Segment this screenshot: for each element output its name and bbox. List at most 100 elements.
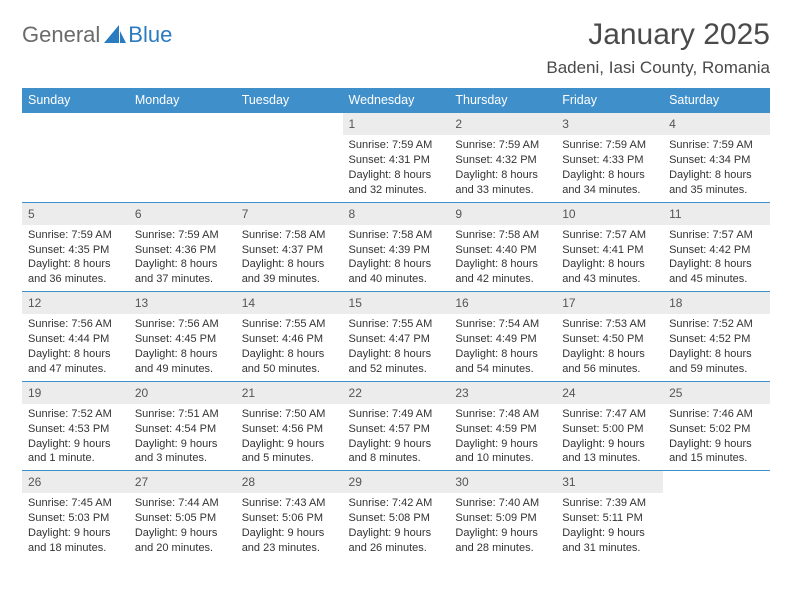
- sunset: Sunset: 5:06 PM: [242, 511, 337, 526]
- day-cell: 3Sunrise: 7:59 AMSunset: 4:33 PMDaylight…: [556, 113, 663, 203]
- sunset: Sunset: 4:59 PM: [455, 422, 550, 437]
- day-body: Sunrise: 7:58 AMSunset: 4:39 PMDaylight:…: [343, 225, 450, 291]
- sunset: Sunset: 4:40 PM: [455, 243, 550, 258]
- day-number: 1: [343, 113, 450, 135]
- sunrise: Sunrise: 7:42 AM: [349, 496, 444, 511]
- sunset: Sunset: 4:49 PM: [455, 332, 550, 347]
- day-cell: 5Sunrise: 7:59 AMSunset: 4:35 PMDaylight…: [22, 202, 129, 292]
- sunrise: Sunrise: 7:49 AM: [349, 407, 444, 422]
- sunset: Sunset: 4:41 PM: [562, 243, 657, 258]
- day-number: 16: [449, 292, 556, 314]
- sunrise: Sunrise: 7:58 AM: [242, 228, 337, 243]
- sunrise: Sunrise: 7:56 AM: [135, 317, 230, 332]
- sunrise: Sunrise: 7:57 AM: [562, 228, 657, 243]
- daylight: Daylight: 8 hours and 56 minutes.: [562, 347, 657, 377]
- day-cell: [129, 113, 236, 203]
- day-header: Monday: [129, 88, 236, 113]
- day-cell: 8Sunrise: 7:58 AMSunset: 4:39 PMDaylight…: [343, 202, 450, 292]
- daylight: Daylight: 8 hours and 36 minutes.: [28, 257, 123, 287]
- week-row: 19Sunrise: 7:52 AMSunset: 4:53 PMDayligh…: [22, 381, 770, 471]
- day-body: Sunrise: 7:57 AMSunset: 4:42 PMDaylight:…: [663, 225, 770, 291]
- day-cell: 24Sunrise: 7:47 AMSunset: 5:00 PMDayligh…: [556, 381, 663, 471]
- sunrise: Sunrise: 7:56 AM: [28, 317, 123, 332]
- day-cell: 12Sunrise: 7:56 AMSunset: 4:44 PMDayligh…: [22, 292, 129, 382]
- day-cell: 22Sunrise: 7:49 AMSunset: 4:57 PMDayligh…: [343, 381, 450, 471]
- title-block: January 2025 Badeni, Iasi County, Romani…: [546, 18, 770, 78]
- day-cell: 1Sunrise: 7:59 AMSunset: 4:31 PMDaylight…: [343, 113, 450, 203]
- day-number: 5: [22, 203, 129, 225]
- day-number: 8: [343, 203, 450, 225]
- sunset: Sunset: 5:03 PM: [28, 511, 123, 526]
- day-cell: 10Sunrise: 7:57 AMSunset: 4:41 PMDayligh…: [556, 202, 663, 292]
- logo-text-general: General: [22, 22, 100, 48]
- sunset: Sunset: 4:50 PM: [562, 332, 657, 347]
- day-cell: 11Sunrise: 7:57 AMSunset: 4:42 PMDayligh…: [663, 202, 770, 292]
- day-cell: 14Sunrise: 7:55 AMSunset: 4:46 PMDayligh…: [236, 292, 343, 382]
- day-number: 2: [449, 113, 556, 135]
- day-body: Sunrise: 7:55 AMSunset: 4:46 PMDaylight:…: [236, 314, 343, 380]
- day-cell: 23Sunrise: 7:48 AMSunset: 4:59 PMDayligh…: [449, 381, 556, 471]
- day-number: 22: [343, 382, 450, 404]
- day-cell: 4Sunrise: 7:59 AMSunset: 4:34 PMDaylight…: [663, 113, 770, 203]
- day-number: 30: [449, 471, 556, 493]
- day-body: Sunrise: 7:39 AMSunset: 5:11 PMDaylight:…: [556, 493, 663, 559]
- day-cell: 2Sunrise: 7:59 AMSunset: 4:32 PMDaylight…: [449, 113, 556, 203]
- calendar-header-row: SundayMondayTuesdayWednesdayThursdayFrid…: [22, 88, 770, 113]
- day-body: Sunrise: 7:44 AMSunset: 5:05 PMDaylight:…: [129, 493, 236, 559]
- daylight: Daylight: 8 hours and 35 minutes.: [669, 168, 764, 198]
- sunrise: Sunrise: 7:59 AM: [135, 228, 230, 243]
- sunset: Sunset: 4:45 PM: [135, 332, 230, 347]
- day-body: Sunrise: 7:53 AMSunset: 4:50 PMDaylight:…: [556, 314, 663, 380]
- sunrise: Sunrise: 7:53 AM: [562, 317, 657, 332]
- daylight: Daylight: 8 hours and 50 minutes.: [242, 347, 337, 377]
- day-number: 17: [556, 292, 663, 314]
- day-number: 6: [129, 203, 236, 225]
- sunrise: Sunrise: 7:44 AM: [135, 496, 230, 511]
- sunset: Sunset: 4:44 PM: [28, 332, 123, 347]
- day-cell: 16Sunrise: 7:54 AMSunset: 4:49 PMDayligh…: [449, 292, 556, 382]
- sunrise: Sunrise: 7:59 AM: [28, 228, 123, 243]
- sunrise: Sunrise: 7:57 AM: [669, 228, 764, 243]
- day-number: 20: [129, 382, 236, 404]
- sunrise: Sunrise: 7:46 AM: [669, 407, 764, 422]
- day-number: 18: [663, 292, 770, 314]
- daylight: Daylight: 8 hours and 49 minutes.: [135, 347, 230, 377]
- day-body: Sunrise: 7:50 AMSunset: 4:56 PMDaylight:…: [236, 404, 343, 470]
- sunrise: Sunrise: 7:52 AM: [28, 407, 123, 422]
- sunrise: Sunrise: 7:59 AM: [562, 138, 657, 153]
- sunrise: Sunrise: 7:59 AM: [349, 138, 444, 153]
- day-body: Sunrise: 7:52 AMSunset: 4:53 PMDaylight:…: [22, 404, 129, 470]
- sunset: Sunset: 4:31 PM: [349, 153, 444, 168]
- daylight: Daylight: 8 hours and 52 minutes.: [349, 347, 444, 377]
- sunset: Sunset: 5:05 PM: [135, 511, 230, 526]
- calendar-body: 1Sunrise: 7:59 AMSunset: 4:31 PMDaylight…: [22, 113, 770, 560]
- header: General Blue January 2025 Badeni, Iasi C…: [22, 18, 770, 78]
- sunrise: Sunrise: 7:55 AM: [349, 317, 444, 332]
- day-cell: 20Sunrise: 7:51 AMSunset: 4:54 PMDayligh…: [129, 381, 236, 471]
- day-cell: 26Sunrise: 7:45 AMSunset: 5:03 PMDayligh…: [22, 471, 129, 560]
- day-number: 26: [22, 471, 129, 493]
- daylight: Daylight: 8 hours and 40 minutes.: [349, 257, 444, 287]
- day-body: Sunrise: 7:47 AMSunset: 5:00 PMDaylight:…: [556, 404, 663, 470]
- week-row: 1Sunrise: 7:59 AMSunset: 4:31 PMDaylight…: [22, 113, 770, 203]
- day-cell: 7Sunrise: 7:58 AMSunset: 4:37 PMDaylight…: [236, 202, 343, 292]
- day-number: 23: [449, 382, 556, 404]
- sunrise: Sunrise: 7:58 AM: [349, 228, 444, 243]
- sunset: Sunset: 4:42 PM: [669, 243, 764, 258]
- sunset: Sunset: 4:32 PM: [455, 153, 550, 168]
- sunset: Sunset: 4:53 PM: [28, 422, 123, 437]
- day-number: 29: [343, 471, 450, 493]
- sunrise: Sunrise: 7:39 AM: [562, 496, 657, 511]
- day-body: Sunrise: 7:59 AMSunset: 4:32 PMDaylight:…: [449, 135, 556, 201]
- sunrise: Sunrise: 7:40 AM: [455, 496, 550, 511]
- day-cell: 21Sunrise: 7:50 AMSunset: 4:56 PMDayligh…: [236, 381, 343, 471]
- sunrise: Sunrise: 7:55 AM: [242, 317, 337, 332]
- day-header: Wednesday: [343, 88, 450, 113]
- day-number: 25: [663, 382, 770, 404]
- daylight: Daylight: 8 hours and 54 minutes.: [455, 347, 550, 377]
- sunset: Sunset: 5:11 PM: [562, 511, 657, 526]
- sunset: Sunset: 4:52 PM: [669, 332, 764, 347]
- day-number: 3: [556, 113, 663, 135]
- day-number: 27: [129, 471, 236, 493]
- sunset: Sunset: 4:57 PM: [349, 422, 444, 437]
